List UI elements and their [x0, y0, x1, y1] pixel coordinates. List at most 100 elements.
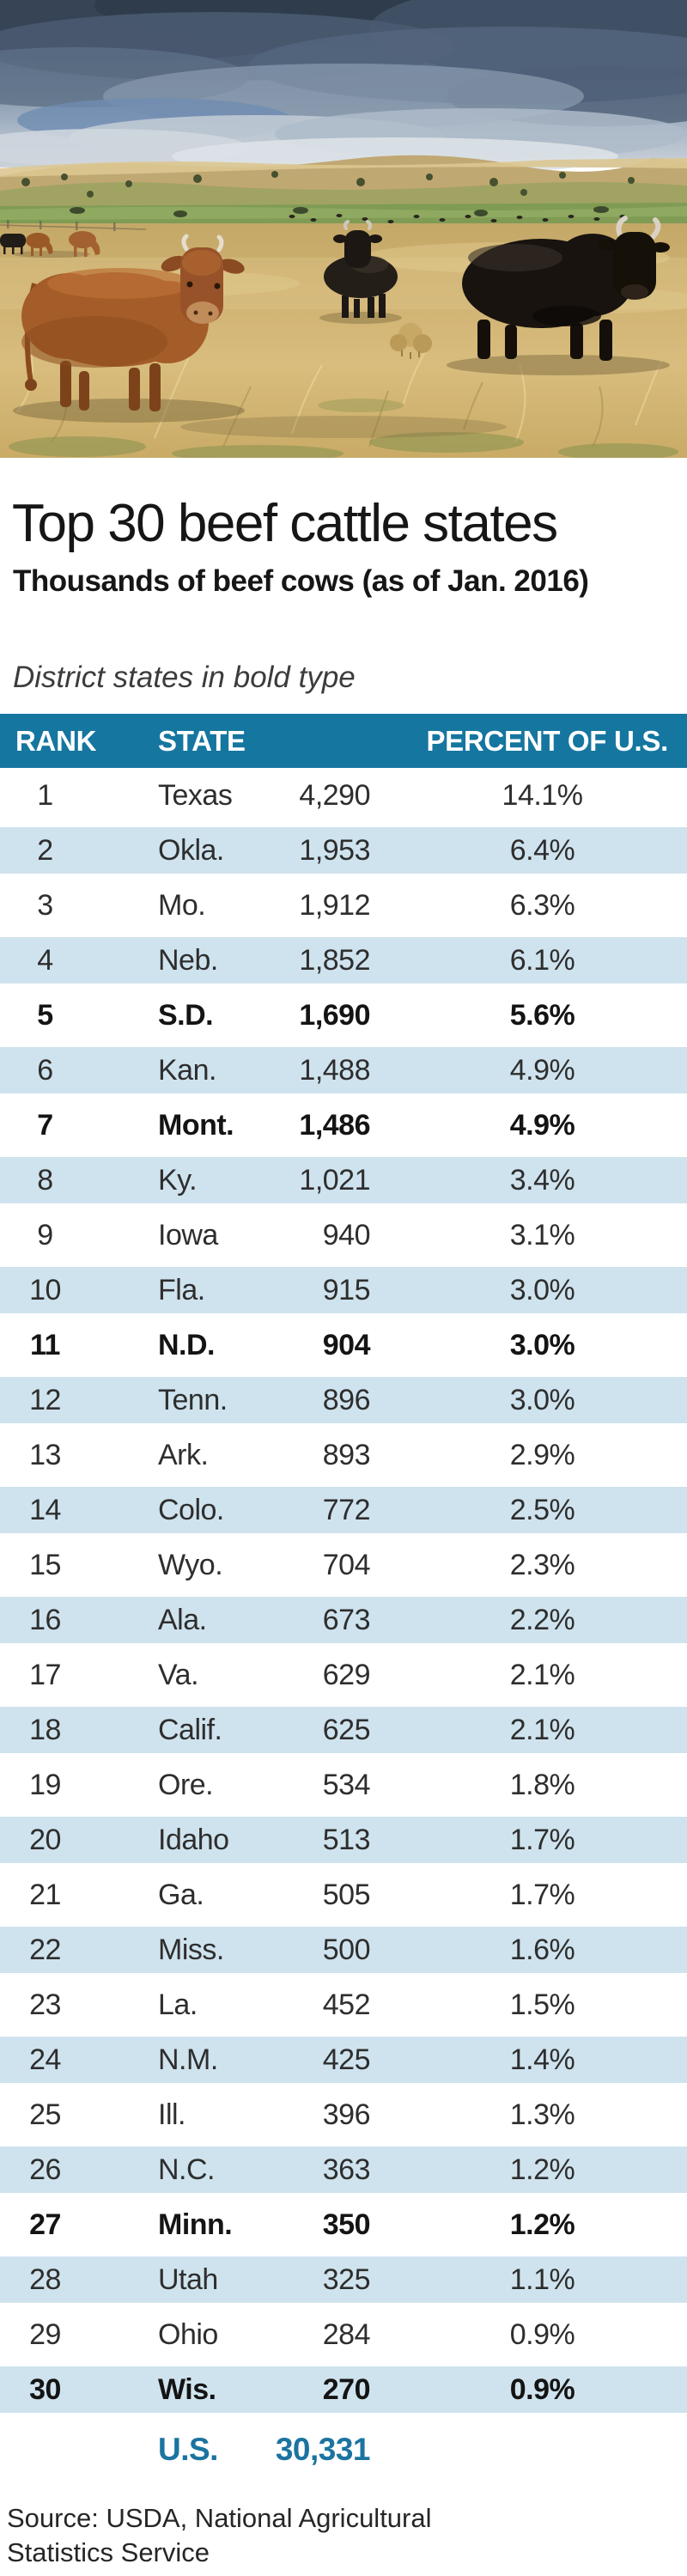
percent-cell: 1.6% — [509, 1933, 575, 1966]
rank-cell: 14 — [29, 1493, 61, 1526]
state-cell: Fla. — [158, 1273, 205, 1306]
cattle-photo — [0, 0, 687, 458]
state-cell: Ala. — [158, 1603, 207, 1636]
table-row: 15 Wyo. 704 2.3% — [0, 1538, 687, 1592]
rank-cell: 29 — [29, 2317, 61, 2351]
state-cell: Mont. — [158, 1108, 234, 1142]
state-cell: Ore. — [158, 1768, 214, 1801]
table-row: 23 La. 452 1.5% — [0, 1977, 687, 2032]
value-cell: 505 — [322, 1878, 371, 1911]
rank-cell: 9 — [37, 1218, 53, 1251]
table-row: 6 Kan. 1,488 4.9% — [0, 1043, 687, 1099]
column-header-state: STATE — [158, 724, 246, 757]
value-cell: 893 — [322, 1438, 371, 1471]
black-cow-middle — [324, 220, 398, 318]
column-header-percent: PERCENT OF U.S. — [426, 724, 668, 757]
rank-cell: 15 — [29, 1548, 61, 1581]
table-row: 21 Ga. 505 1.7% — [0, 1867, 687, 1922]
table-row: 2 Okla. 1,953 6.4% — [0, 823, 687, 879]
percent-cell: 3.0% — [509, 1273, 575, 1306]
state-cell: N.M. — [158, 2043, 218, 2076]
state-cell: La. — [158, 1988, 198, 2021]
rank-cell: 13 — [29, 1438, 61, 1471]
value-cell: 915 — [322, 1273, 371, 1306]
value-cell: 270 — [322, 2372, 371, 2406]
state-cell: Utah — [158, 2262, 218, 2296]
value-cell: 363 — [322, 2153, 371, 2186]
percent-cell: 1.5% — [509, 1988, 575, 2021]
percent-cell: 2.2% — [509, 1603, 575, 1636]
percent-cell: 2.5% — [509, 1493, 575, 1526]
percent-cell: 3.0% — [509, 1328, 575, 1361]
percent-cell: 0.9% — [509, 2372, 575, 2406]
value-cell: 1,852 — [299, 943, 370, 977]
value-cell: 1,021 — [299, 1163, 370, 1197]
source-line-2: Statistics Service — [7, 2536, 210, 2567]
percent-cell: 6.1% — [509, 943, 575, 977]
rank-cell: 28 — [29, 2262, 61, 2296]
table-row: 3 Mo. 1,912 6.3% — [0, 878, 687, 933]
state-cell: Ga. — [158, 1878, 204, 1911]
state-cell: Neb. — [158, 943, 218, 977]
state-cell: Wyo. — [158, 1548, 223, 1581]
value-cell: 896 — [322, 1383, 371, 1416]
percent-cell: 1.7% — [509, 1823, 575, 1856]
percent-cell: 1.2% — [509, 2153, 575, 2186]
rank-cell: 4 — [37, 943, 53, 977]
table-row: 19 Ore. 534 1.8% — [0, 1757, 687, 1812]
table-row: 18 Calif. 625 2.1% — [0, 1702, 687, 1758]
percent-cell: 2.9% — [509, 1438, 575, 1471]
state-cell: N.C. — [158, 2153, 216, 2186]
distant-herd — [289, 214, 626, 223]
value-cell: 534 — [322, 1768, 371, 1801]
distant-cattle — [0, 231, 100, 257]
value-cell: 425 — [322, 2043, 371, 2076]
percent-cell: 2.3% — [509, 1548, 575, 1581]
rank-cell: 27 — [29, 2208, 61, 2241]
table-row: 27 Minn. 350 1.2% — [0, 2197, 687, 2252]
value-cell: 513 — [322, 1823, 371, 1856]
table-row: 25 Ill. 396 1.3% — [0, 2087, 687, 2142]
table-body: 1 Texas 4,290 14.1% 2 Okla. 1,953 6.4% 3… — [0, 768, 687, 2418]
us-total-value: 30,331 — [275, 2432, 371, 2468]
table-row: 28 Utah 325 1.1% — [0, 2252, 687, 2308]
table-row: 12 Tenn. 896 3.0% — [0, 1373, 687, 1428]
rank-cell: 30 — [29, 2372, 61, 2406]
state-cell: Ill. — [158, 2098, 186, 2131]
fence — [0, 220, 147, 231]
state-cell: Minn. — [158, 2208, 233, 2241]
value-cell: 772 — [322, 1493, 371, 1526]
percent-cell: 0.9% — [509, 2317, 575, 2351]
percent-cell: 2.1% — [509, 1713, 575, 1746]
rank-cell: 22 — [29, 1933, 61, 1966]
table-row: 30 Wis. 270 0.9% — [0, 2362, 687, 2418]
percent-cell: 4.9% — [509, 1108, 575, 1142]
value-cell: 500 — [322, 1933, 371, 1966]
page-title: Top 30 beef cattle states — [12, 494, 558, 553]
value-cell: 1,486 — [299, 1108, 370, 1142]
state-cell: Ark. — [158, 1438, 209, 1471]
state-cell: Miss. — [158, 1933, 224, 1966]
table-row: 26 N.C. 363 1.2% — [0, 2142, 687, 2198]
table-row: 17 Va. 629 2.1% — [0, 1647, 687, 1702]
rank-cell: 5 — [37, 998, 53, 1032]
percent-cell: 1.4% — [509, 2043, 575, 2076]
value-cell: 1,488 — [299, 1053, 370, 1087]
state-cell: Wis. — [158, 2372, 216, 2406]
percent-cell: 6.4% — [509, 833, 575, 867]
column-header-rank: RANK — [15, 724, 97, 757]
rank-cell: 12 — [29, 1383, 61, 1416]
rank-cell: 2 — [37, 833, 53, 867]
value-cell: 452 — [322, 1988, 371, 2021]
value-cell: 325 — [322, 2262, 371, 2296]
rank-cell: 17 — [29, 1658, 61, 1691]
value-cell: 629 — [322, 1658, 371, 1691]
table-header: RANK STATE PERCENT OF U.S. — [0, 714, 687, 769]
black-cow-right — [462, 216, 670, 361]
rank-cell: 20 — [29, 1823, 61, 1856]
table-row: 22 Miss. 500 1.6% — [0, 1922, 687, 1978]
rank-cell: 8 — [37, 1163, 53, 1197]
value-cell: 673 — [322, 1603, 371, 1636]
table-row: 5 S.D. 1,690 5.6% — [0, 988, 687, 1043]
brown-cow — [21, 234, 245, 411]
